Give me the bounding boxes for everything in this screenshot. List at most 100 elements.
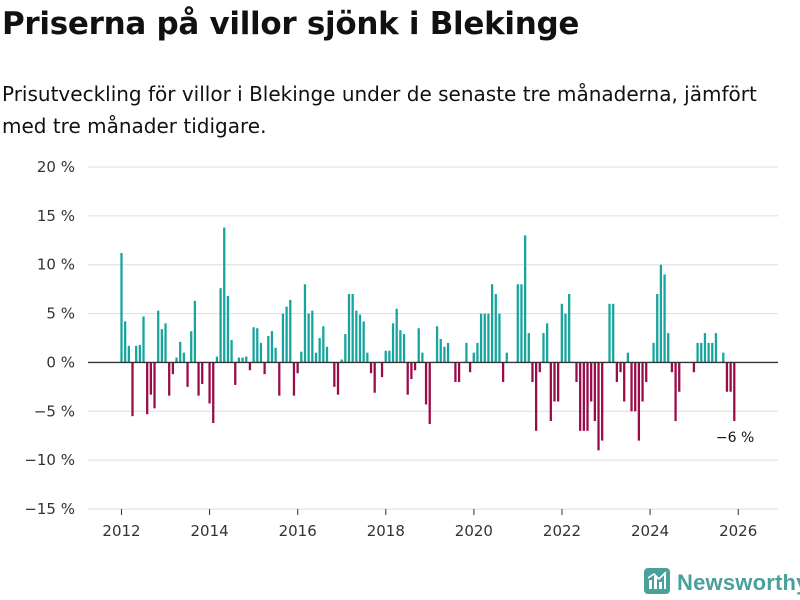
x-tick-label: 2012 — [102, 522, 140, 540]
bar — [549, 362, 552, 422]
x-axis: 2012 2014 2016 2018 2020 2022 2024 2026 — [102, 509, 757, 540]
bar — [182, 352, 186, 363]
bar — [601, 362, 604, 441]
bar — [300, 351, 303, 363]
bar — [733, 362, 736, 422]
bar — [667, 333, 670, 363]
bar — [615, 362, 619, 382]
y-tick-label: 5 % — [46, 305, 75, 323]
bar — [311, 310, 314, 363]
bar — [516, 284, 519, 363]
bar — [153, 362, 156, 409]
y-axis: 20 % 15 % 10 % 5 % 0 % −5 % −10 % −15 % — [24, 158, 75, 518]
bar — [678, 362, 681, 392]
bar — [267, 336, 270, 363]
bar — [582, 362, 585, 431]
bar — [564, 313, 567, 363]
bar — [637, 362, 641, 441]
bar — [124, 321, 127, 363]
bar — [219, 288, 222, 363]
bar — [292, 362, 296, 396]
bar — [714, 333, 718, 363]
bar — [520, 284, 523, 363]
bar — [285, 306, 288, 363]
bar — [135, 345, 138, 363]
bar — [318, 338, 321, 363]
bar — [322, 326, 325, 363]
bar — [439, 338, 442, 363]
bar — [355, 310, 358, 363]
bar — [590, 362, 593, 402]
bar — [175, 357, 178, 363]
bar-series — [120, 227, 736, 451]
y-tick-label: 10 % — [37, 256, 75, 274]
bar — [197, 362, 200, 396]
bar — [501, 362, 505, 382]
bar — [314, 352, 318, 363]
bar — [465, 342, 468, 363]
bar — [406, 362, 409, 395]
bar — [120, 252, 123, 363]
bar — [417, 328, 420, 363]
grid-lines — [88, 166, 778, 510]
chart-title: Priserna på villor sjönk i Blekinge — [2, 6, 580, 42]
x-tick-label: 2022 — [543, 522, 581, 540]
bar — [626, 352, 630, 363]
bar — [670, 362, 674, 373]
bar — [586, 362, 589, 431]
bar — [399, 330, 402, 363]
bar — [535, 362, 538, 431]
bar — [362, 321, 365, 363]
bar — [722, 352, 725, 363]
bar — [395, 308, 398, 363]
bar — [366, 352, 369, 363]
bar — [201, 362, 204, 384]
bar — [641, 362, 644, 402]
x-tick-label: 2026 — [719, 522, 757, 540]
bar — [274, 347, 277, 363]
bar — [369, 362, 373, 374]
y-tick-label: −5 % — [34, 402, 75, 420]
bar — [351, 294, 354, 363]
bar — [245, 356, 248, 363]
bar — [347, 294, 351, 363]
bar — [138, 344, 141, 363]
bar — [186, 362, 189, 387]
bar — [142, 316, 145, 363]
bar — [270, 331, 274, 363]
bar — [446, 342, 450, 363]
bar — [619, 362, 622, 373]
bar — [223, 227, 226, 363]
bar — [146, 362, 149, 415]
bar — [443, 346, 446, 363]
last-value-label: −6 % — [716, 430, 754, 446]
bar — [696, 342, 699, 363]
y-tick-label: −10 % — [24, 451, 75, 469]
bar — [193, 300, 197, 363]
bar — [421, 352, 424, 363]
bar — [190, 331, 193, 363]
bar — [259, 342, 263, 363]
x-tick-label: 2016 — [279, 522, 317, 540]
bar — [634, 362, 637, 412]
bar — [325, 346, 329, 363]
bar — [454, 362, 457, 382]
bar — [248, 362, 252, 371]
bar — [215, 356, 219, 363]
bar — [659, 264, 663, 363]
bar — [593, 362, 596, 422]
bar — [384, 350, 387, 363]
bar — [234, 362, 237, 385]
bar — [523, 235, 527, 363]
bar — [296, 362, 299, 374]
x-tick-label: 2020 — [455, 522, 493, 540]
bar — [623, 362, 626, 402]
bar — [546, 323, 549, 363]
bar — [608, 303, 611, 363]
brand[interactable]: Newsworthy — [644, 568, 800, 598]
bar — [711, 342, 714, 363]
bar — [476, 342, 479, 363]
bar — [479, 313, 483, 363]
bar — [208, 362, 211, 404]
